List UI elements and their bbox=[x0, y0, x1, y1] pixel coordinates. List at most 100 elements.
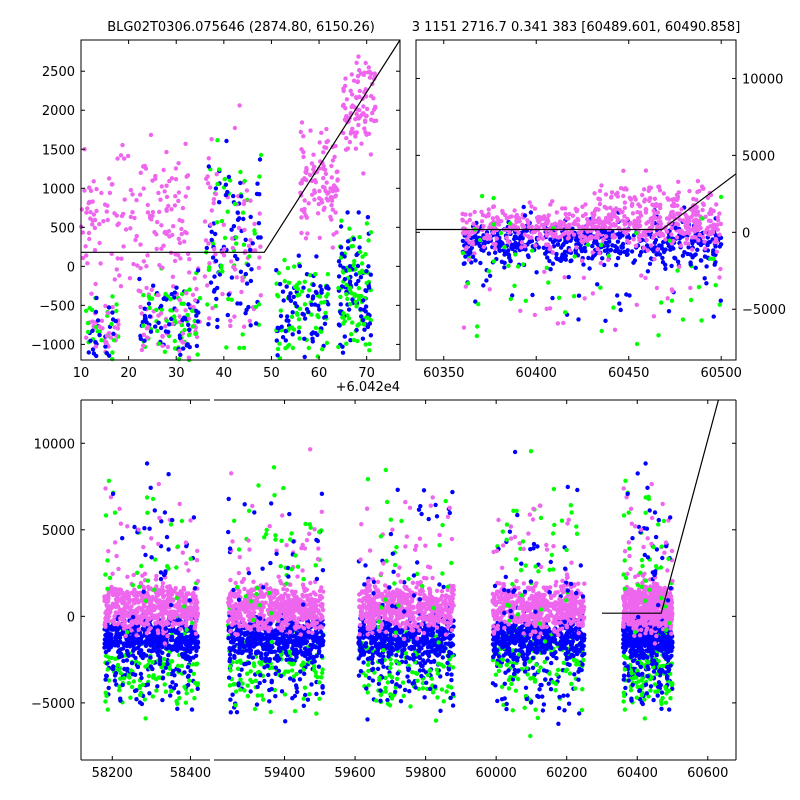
data-point-blue bbox=[583, 248, 588, 254]
data-point-blue bbox=[161, 296, 166, 301]
data-point-blue bbox=[255, 649, 261, 654]
data-point-blue bbox=[367, 321, 373, 326]
data-point-magenta bbox=[696, 227, 701, 232]
data-point-green bbox=[477, 237, 483, 243]
data-point-magenta bbox=[228, 577, 233, 583]
data-point-green bbox=[241, 242, 247, 247]
data-point-green bbox=[313, 325, 319, 331]
data-point-magenta bbox=[256, 265, 262, 270]
data-point-magenta bbox=[324, 126, 329, 132]
data-point-blue bbox=[692, 238, 697, 243]
data-point-blue bbox=[105, 629, 110, 634]
data-point-green bbox=[656, 333, 661, 338]
data-point-magenta bbox=[623, 186, 628, 191]
data-point-blue bbox=[356, 278, 361, 284]
data-point-green bbox=[611, 305, 616, 310]
data-point-blue bbox=[502, 265, 507, 270]
data-point-magenta bbox=[205, 181, 211, 186]
data-point-blue bbox=[320, 690, 326, 696]
data-point-blue bbox=[711, 248, 716, 253]
data-point-magenta bbox=[612, 223, 617, 228]
data-point-blue bbox=[126, 653, 131, 658]
data-point-magenta bbox=[669, 226, 674, 231]
data-point-magenta bbox=[180, 205, 186, 211]
data-point-blue bbox=[317, 307, 322, 312]
points-group bbox=[102, 447, 675, 739]
data-point-blue bbox=[215, 317, 220, 323]
data-point-green bbox=[240, 332, 245, 337]
data-point-blue bbox=[590, 243, 595, 249]
data-point-green bbox=[162, 656, 167, 662]
data-point-magenta bbox=[146, 610, 151, 615]
data-point-blue bbox=[158, 570, 164, 575]
data-point-blue bbox=[181, 346, 186, 351]
data-point-magenta bbox=[354, 95, 359, 101]
data-point-magenta bbox=[206, 241, 211, 246]
data-point-magenta bbox=[373, 105, 378, 111]
data-point-green bbox=[355, 338, 360, 344]
data-point-magenta bbox=[101, 219, 106, 224]
data-point-magenta bbox=[186, 609, 192, 614]
data-point-blue bbox=[322, 321, 328, 326]
data-point-green bbox=[138, 692, 143, 698]
data-point-magenta bbox=[344, 136, 349, 141]
data-point-blue bbox=[470, 254, 476, 259]
data-point-green bbox=[669, 298, 675, 303]
data-point-magenta bbox=[470, 242, 476, 247]
data-point-green bbox=[287, 650, 292, 655]
data-point-magenta bbox=[370, 110, 375, 116]
data-point-magenta bbox=[180, 550, 185, 555]
data-point-blue bbox=[120, 682, 125, 688]
data-point-green bbox=[131, 679, 136, 684]
data-point-magenta bbox=[305, 597, 311, 603]
data-point-green bbox=[344, 341, 349, 346]
data-point-blue bbox=[288, 298, 294, 303]
data-point-blue bbox=[288, 676, 293, 681]
data-point-magenta bbox=[147, 606, 152, 612]
data-point-magenta bbox=[99, 318, 105, 323]
data-point-green bbox=[105, 707, 111, 712]
data-point-magenta bbox=[120, 142, 125, 148]
data-point-magenta bbox=[161, 599, 167, 604]
data-point-blue bbox=[104, 673, 110, 679]
data-point-green bbox=[294, 282, 300, 288]
full-lightcurve-axes: 58200 58400 59400 59600 59800 60000 60200 60400… bbox=[31, 399, 737, 781]
data-point-blue bbox=[112, 678, 118, 683]
data-point-green bbox=[358, 249, 363, 255]
data-point-magenta bbox=[84, 335, 89, 340]
data-point-magenta bbox=[317, 188, 322, 194]
data-point-magenta bbox=[300, 178, 305, 183]
data-point-magenta bbox=[656, 184, 661, 189]
data-point-blue bbox=[160, 669, 166, 674]
data-point-magenta bbox=[92, 217, 98, 223]
data-point-green bbox=[307, 288, 312, 293]
data-point-blue bbox=[559, 245, 564, 250]
data-point-magenta bbox=[347, 139, 353, 145]
data-point-blue bbox=[360, 336, 366, 341]
data-point-magenta bbox=[319, 200, 325, 205]
data-point-magenta bbox=[622, 214, 627, 219]
data-point-blue bbox=[125, 666, 130, 672]
data-point-magenta bbox=[113, 540, 118, 545]
data-point-magenta bbox=[361, 171, 366, 176]
data-point-magenta bbox=[156, 603, 161, 608]
data-point-green bbox=[197, 296, 203, 301]
data-point-magenta bbox=[211, 197, 217, 202]
data-point-blue bbox=[363, 304, 369, 309]
data-point-blue bbox=[246, 648, 251, 653]
data-point-green bbox=[324, 340, 330, 346]
data-point-magenta bbox=[171, 589, 176, 594]
data-point-magenta bbox=[85, 206, 90, 211]
data-point-green bbox=[634, 231, 639, 236]
data-point-magenta bbox=[571, 232, 577, 237]
data-point-magenta bbox=[556, 222, 561, 227]
data-point-magenta bbox=[349, 92, 355, 97]
data-point-blue bbox=[711, 252, 716, 257]
data-point-magenta bbox=[345, 146, 351, 151]
data-point-magenta bbox=[319, 585, 324, 590]
data-point-magenta bbox=[232, 314, 237, 319]
data-point-magenta bbox=[674, 192, 680, 198]
data-point-green bbox=[234, 235, 239, 240]
data-point-blue bbox=[169, 316, 174, 322]
data-point-magenta bbox=[180, 340, 186, 345]
